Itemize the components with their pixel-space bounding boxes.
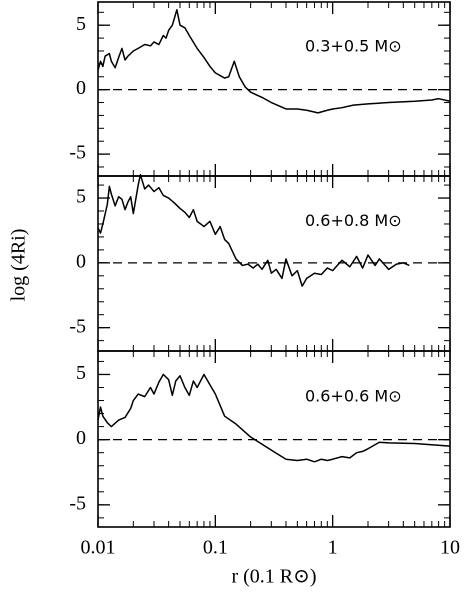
x-tick-label: 0.01 <box>81 537 116 559</box>
y-tick-label: 0 <box>76 427 86 449</box>
y-tick-label: 5 <box>76 362 86 384</box>
panel-label: 0.6+0.6 M⊙ <box>305 386 402 405</box>
y-axis-label: log (4Ri) <box>8 229 30 302</box>
x-tick-label: 10 <box>440 537 460 559</box>
y-tick-label: -5 <box>69 142 86 164</box>
data-line <box>97 8 451 114</box>
x-axis-label: r (0.1 R⊙) <box>231 566 316 588</box>
data-line <box>97 373 451 463</box>
y-tick-label: -5 <box>69 315 86 337</box>
panel-label: 0.3+0.5 M⊙ <box>305 37 402 56</box>
panel-label: 0.6+0.8 M⊙ <box>305 211 402 230</box>
y-tick-label: 0 <box>76 250 86 272</box>
x-tick-label: 0.1 <box>203 537 228 559</box>
x-tick-label: 1 <box>328 537 338 559</box>
y-tick-label: -5 <box>69 492 86 514</box>
panel-frame <box>97 350 451 528</box>
data-line <box>97 173 410 287</box>
y-tick-label: 0 <box>76 77 86 99</box>
y-tick-label: 5 <box>76 13 86 35</box>
y-tick-label: 5 <box>76 186 86 208</box>
